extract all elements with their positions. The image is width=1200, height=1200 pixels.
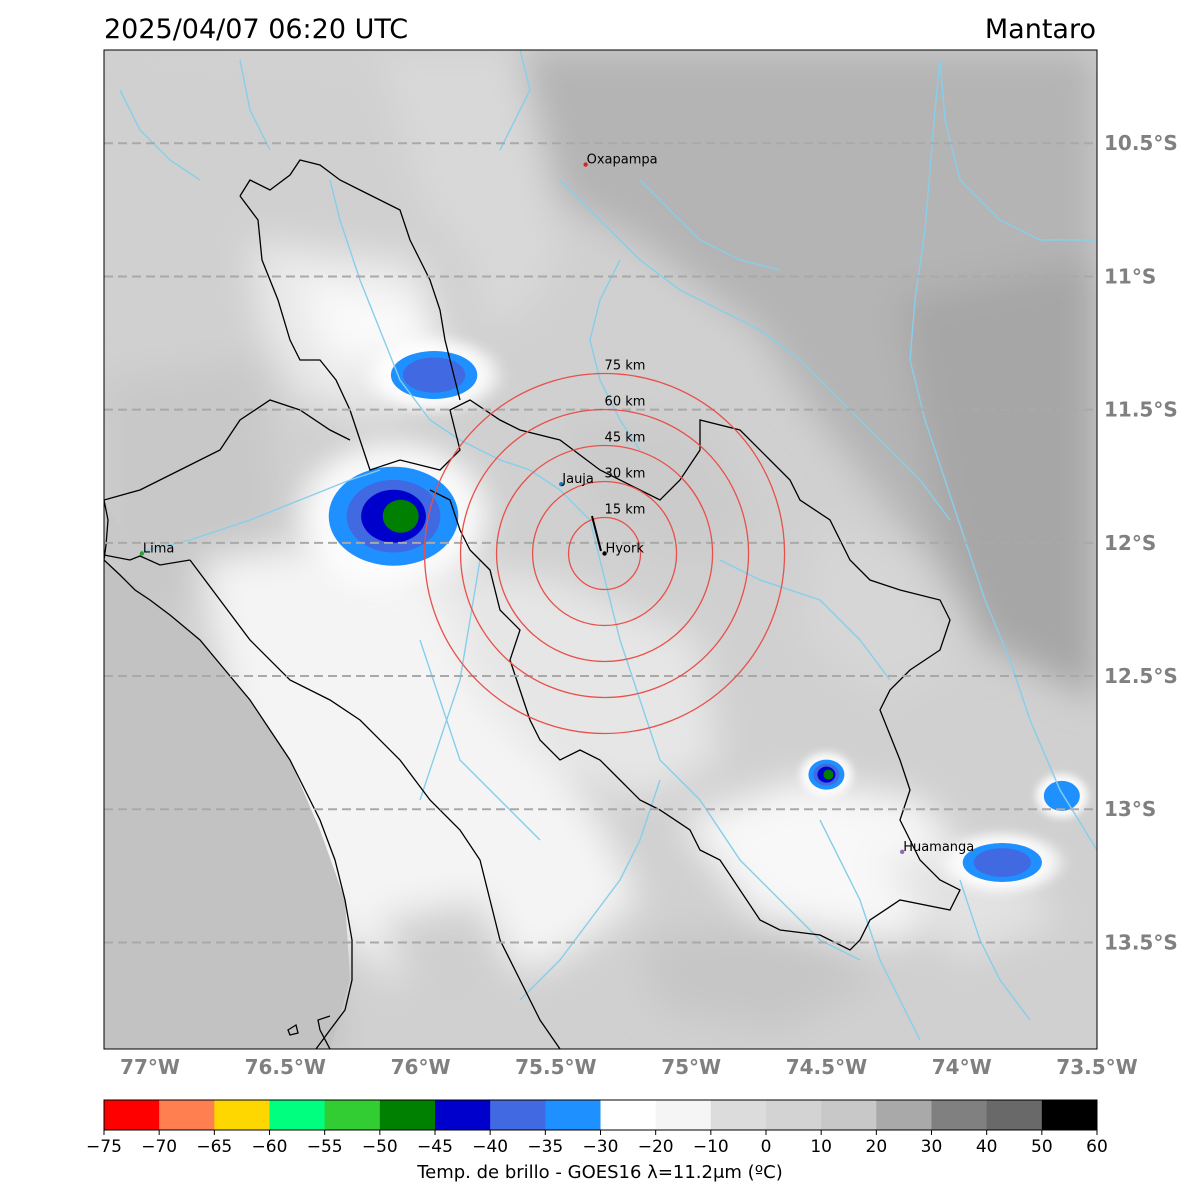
colorbar-tick-label: −45: [417, 1137, 453, 1157]
city-label: Lima: [143, 541, 174, 556]
colorbar-bin: [766, 1100, 822, 1130]
latitude-gridlines: [104, 142, 1097, 944]
lon-tick-label: 73.5°W: [1056, 1055, 1137, 1079]
colorbar-bin: [324, 1100, 381, 1130]
colorbar-bin: [104, 1100, 160, 1130]
satellite-background: [104, 50, 1097, 1049]
lat-tick-label: 11°S: [1104, 264, 1156, 288]
colorbar-bin: [435, 1100, 491, 1130]
storm-cell: [371, 339, 497, 411]
storm-cell: [299, 443, 488, 589]
timestamp-title: 2025/04/07 06:20 UTC: [104, 14, 409, 45]
lat-tick-label: 10.5°S: [1104, 131, 1178, 155]
range-ring-label: 30 km: [605, 466, 646, 481]
colorbar-bin: [379, 1100, 436, 1130]
city-label: Hyork: [606, 541, 645, 556]
colorbar-tick-label: −60: [252, 1137, 288, 1157]
range-ring-label: 15 km: [605, 502, 646, 517]
colorbar-bin: [545, 1100, 601, 1130]
colorbar-bin: [1041, 1100, 1098, 1130]
storm-cell: [1035, 773, 1088, 818]
boundaries-layer: [104, 159, 961, 1049]
colorbar-bin: [655, 1100, 712, 1130]
lon-tick-label: 76.5°W: [245, 1055, 326, 1079]
colorbar-tick-label: 20: [866, 1137, 888, 1157]
colorbar-tick-label: 50: [1031, 1137, 1053, 1157]
coastline: [104, 499, 353, 1049]
lon-tick-label: 75°W: [661, 1055, 721, 1079]
map-frame: [103, 49, 1098, 1050]
range-ring-label: 60 km: [605, 394, 646, 409]
lat-tick-label: 12.5°S: [1104, 664, 1178, 688]
lon-tick-label: 75.5°W: [515, 1055, 596, 1079]
lon-tick-label: 76°W: [391, 1055, 451, 1079]
latitude-axis: 10.5°S 11°S 11.5°S 12°S 12.5°S 13°S 13.5°S: [1104, 131, 1178, 954]
basin-boundary: [239, 195, 961, 951]
colorbar-tick-label: −50: [362, 1137, 398, 1157]
city-markers: Oxapampa Jauja Hyork Lima Huamanga: [139, 153, 974, 855]
city-marker: [602, 551, 607, 556]
colorbar-bin: [986, 1100, 1043, 1130]
range-ring: [459, 408, 750, 699]
city-label: Jauja: [561, 472, 594, 487]
colorbar-bin: [876, 1100, 932, 1130]
range-ring: [567, 516, 642, 591]
range-ring-label: 75 km: [605, 358, 646, 373]
range-ring: [423, 372, 786, 735]
city-marker: [583, 162, 588, 167]
colorbar-tick-label: −20: [638, 1137, 674, 1157]
colorbar-tick-label: −70: [141, 1137, 177, 1157]
lat-tick-label: 11.5°S: [1104, 398, 1178, 422]
colorbar-bin: [490, 1100, 546, 1130]
colorbar-bin: [159, 1100, 215, 1130]
colorbar-tick-label: −40: [472, 1137, 508, 1157]
lon-tick-label: 74°W: [932, 1055, 992, 1079]
basin-boundary-north: [239, 159, 461, 401]
range-rings: 15 km 30 km 45 km 60 km 75 km: [423, 358, 786, 735]
cold-cloud-layer: [299, 339, 1088, 892]
radar-beam-line: [591, 515, 602, 552]
lima-region-boundary: [104, 399, 351, 501]
colorbar-tick-label: 0: [761, 1137, 772, 1157]
colorbar: −75 −70 −65 −60 −55 −50 −45 −40 −35 −30 −20 −10 0 10 2…: [86, 1099, 1108, 1157]
colorbar-bin: [931, 1100, 988, 1130]
colorbar-bin: [214, 1100, 270, 1130]
lat-tick-label: 13°S: [1104, 797, 1156, 821]
colorbar-tick-label: −55: [307, 1137, 343, 1157]
range-ring-label: 45 km: [605, 430, 646, 445]
colorbar-bin: [600, 1100, 657, 1130]
colorbar-bin: [821, 1100, 877, 1130]
region-boundary-south: [189, 559, 561, 1049]
colorbar-bin: [710, 1100, 767, 1130]
longitude-axis: 77°W 76.5°W 76°W 75.5°W 75°W 74.5°W 74°W 73.5°W: [120, 1055, 1138, 1079]
lat-tick-label: 13.5°S: [1104, 930, 1178, 954]
city-label: Oxapampa: [587, 153, 658, 168]
region-title: Mantaro: [984, 14, 1096, 45]
storm-cell: [800, 752, 853, 797]
colorbar-tick-label: −10: [693, 1137, 729, 1157]
city-marker: [139, 551, 145, 556]
colorbar-tick-label: 10: [810, 1137, 832, 1157]
city-label: Huamanga: [903, 840, 974, 855]
city-marker: [899, 849, 905, 855]
colorbar-tick-label: −75: [86, 1137, 122, 1157]
lon-tick-label: 77°W: [120, 1055, 180, 1079]
lat-tick-label: 12°S: [1104, 531, 1156, 555]
colorbar-tick-label: 30: [921, 1137, 943, 1157]
colorbar-bin: [269, 1100, 326, 1130]
colorbar-tick-label: 60: [1086, 1137, 1108, 1157]
colorbar-tick-label: −35: [527, 1137, 563, 1157]
colorbar-tick-label: 40: [976, 1137, 998, 1157]
colorbar-tick-label: −30: [583, 1137, 619, 1157]
lon-tick-label: 74.5°W: [786, 1055, 867, 1079]
rivers-layer: [119, 50, 1097, 1041]
colorbar-tick-label: −65: [196, 1137, 232, 1157]
range-ring: [531, 480, 678, 627]
range-ring: [495, 444, 714, 663]
storm-cell: [945, 833, 1060, 892]
colorbar-label: Temp. de brillo - GOES16 λ=11.2μm (ºC): [417, 1162, 783, 1183]
city-marker: [559, 482, 564, 487]
